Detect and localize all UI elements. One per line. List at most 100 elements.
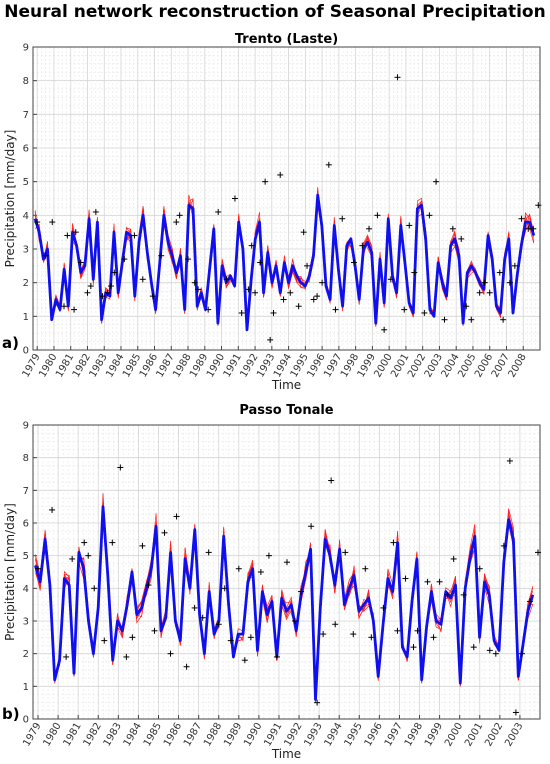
observed-point (308, 523, 315, 530)
observed-point (506, 279, 513, 286)
observed-point (325, 161, 332, 168)
x-tick-label: 1983 (102, 721, 124, 749)
panel-label: b) (2, 705, 20, 723)
observed-point (121, 256, 128, 263)
y-tick-label: 1 (23, 682, 29, 693)
observed-point (107, 283, 114, 290)
observed-point (104, 289, 111, 296)
y-tick-label: 3 (23, 617, 29, 628)
observed-point (71, 306, 78, 313)
observed-point (518, 650, 525, 657)
observed-point (215, 208, 222, 215)
axes-frame (32, 46, 541, 351)
observed-point (463, 303, 470, 310)
panel-title: Trento (Laste) (235, 32, 338, 47)
x-tick-label: 1999 (423, 721, 445, 749)
observed-point (277, 171, 284, 178)
x-tick-label: 1992 (282, 721, 304, 749)
x-tick-label: 1990 (242, 721, 264, 749)
observed-point (444, 591, 451, 598)
observed-point (460, 591, 467, 598)
observed-point (500, 316, 507, 323)
observed-point (298, 588, 305, 595)
observed-point (449, 225, 456, 232)
observed-point (390, 539, 397, 546)
observed-point (328, 477, 335, 484)
observed-point (199, 614, 206, 621)
y-tick-label: 5 (23, 551, 29, 562)
observed-point (534, 549, 541, 556)
observed-point (368, 634, 375, 641)
observed-point (84, 289, 91, 296)
observed-point (270, 309, 277, 316)
observed-point (139, 276, 146, 283)
y-tick-label: 8 (23, 76, 29, 87)
observed-point (81, 539, 88, 546)
observed-markers (34, 74, 542, 343)
observed-point (450, 555, 457, 562)
observed-point (362, 565, 369, 572)
observed-point (235, 565, 242, 572)
observed-point (63, 653, 70, 660)
x-tick-label: 1987 (182, 721, 204, 749)
observed-point (402, 575, 409, 582)
observed-point (500, 542, 507, 549)
y-tick-label: 5 (23, 177, 29, 188)
y-axis-label: Precipitation [mm/day] (3, 503, 17, 641)
observed-point (167, 650, 174, 657)
y-tick-label: 9 (23, 43, 29, 54)
observed-point (231, 195, 238, 202)
observed-point (252, 289, 259, 296)
x-tick-label: 1998 (403, 721, 425, 749)
observed-point (42, 252, 49, 259)
observed-point (458, 235, 465, 242)
observed-point (433, 178, 440, 185)
observed-point (535, 202, 542, 209)
observed-point (49, 506, 56, 513)
observed-point (34, 219, 41, 226)
observed-point (161, 529, 168, 536)
observed-point (241, 657, 248, 664)
observed-point (380, 604, 387, 611)
observed-point (512, 709, 519, 716)
observed-point (320, 631, 327, 638)
panel-title: Passo Tonale (239, 403, 333, 418)
observed-markers (35, 457, 541, 716)
observed-point (273, 653, 280, 660)
x-tick-label: 2001 (463, 721, 485, 749)
x-axis-label: Time (271, 747, 301, 761)
observed-point (49, 219, 56, 226)
observed-point (426, 212, 433, 219)
x-tick-label: 1994 (323, 721, 345, 749)
y-tick-label: 7 (23, 486, 29, 497)
observed-point (64, 232, 71, 239)
x-tick-label: 1985 (142, 721, 164, 749)
observed-point (300, 229, 307, 236)
x-tick-label: 1996 (363, 721, 385, 749)
observed-point (511, 262, 518, 269)
observed-point (486, 647, 493, 654)
observed-point (441, 316, 448, 323)
observed-point (123, 653, 130, 660)
observed-point (518, 215, 525, 222)
observed-point (401, 306, 408, 313)
x-tick-label: 1980 (41, 721, 63, 749)
observed-point (314, 699, 321, 706)
ensemble-mean-line (34, 505, 535, 701)
observed-point (304, 262, 311, 269)
observed-point (332, 306, 339, 313)
y-tick-label: 0 (23, 346, 29, 357)
y-tick-label: 1 (23, 312, 29, 323)
observed-point (492, 650, 499, 657)
observed-point (481, 279, 488, 286)
panel-b: Passo Tonale0123456789197919801981198219… (2, 403, 541, 761)
observed-point (87, 283, 94, 290)
observed-point (139, 542, 146, 549)
observed-point (387, 276, 394, 283)
observed-point (191, 279, 198, 286)
observed-point (77, 259, 84, 266)
observed-point (215, 621, 222, 628)
main-title: Neural network reconstruction of Seasona… (4, 2, 546, 22)
y-tick-label: 4 (23, 211, 29, 222)
x-tick-label: 2003 (503, 721, 525, 749)
